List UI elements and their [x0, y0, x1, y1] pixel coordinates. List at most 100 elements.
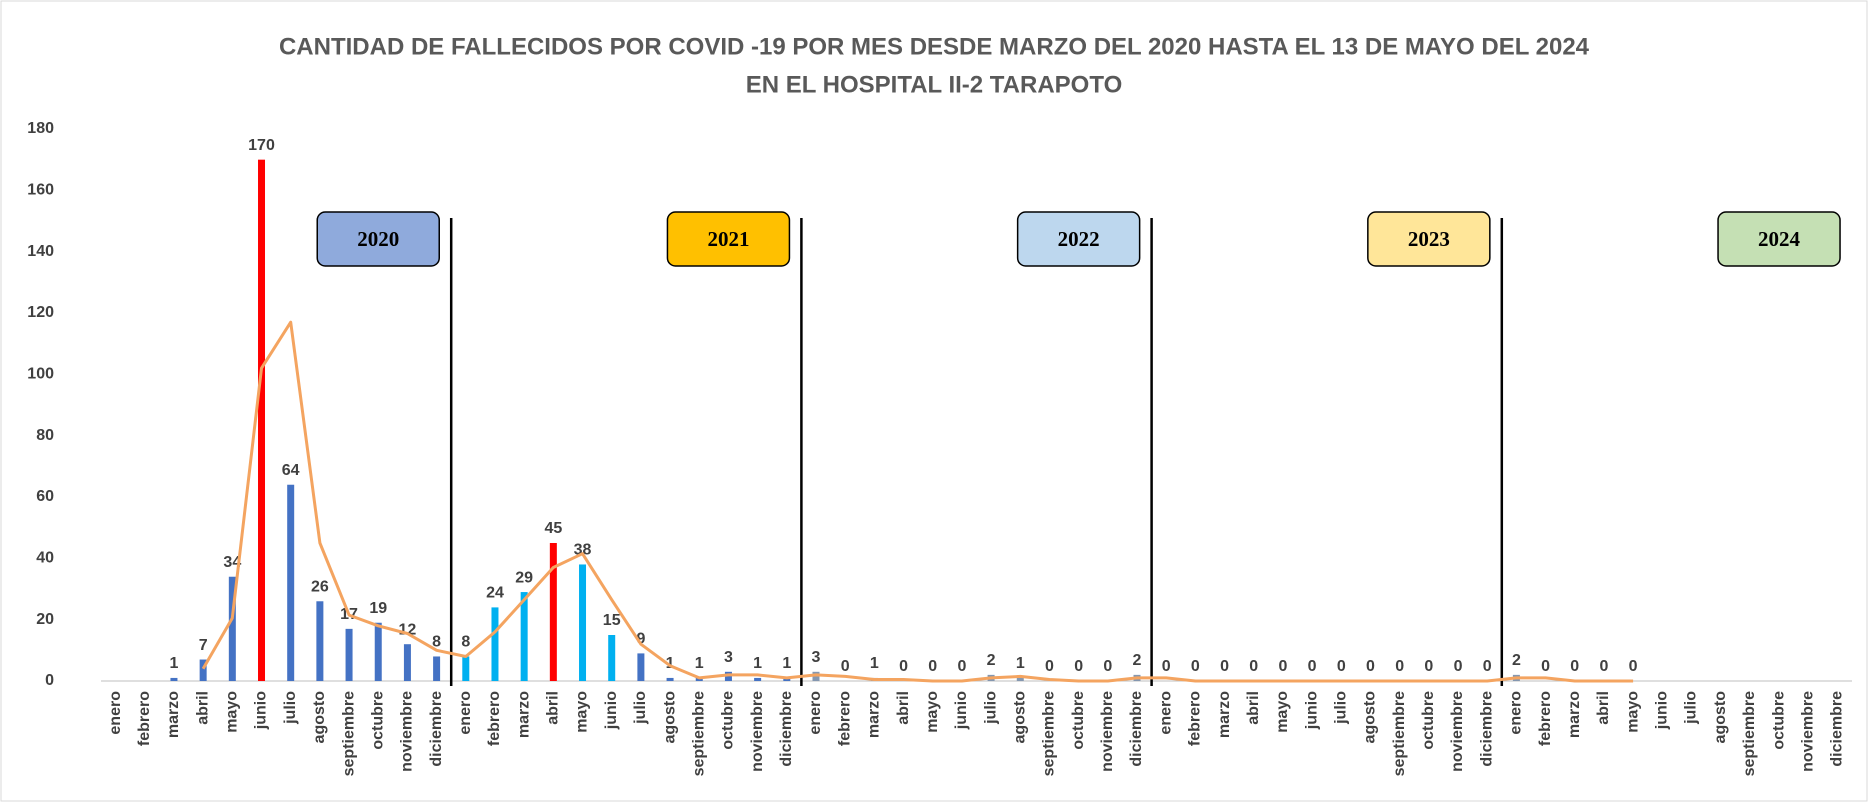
x-tick-label: mayo [924, 691, 941, 733]
data-label: 0 [841, 658, 850, 675]
x-tick-label: febrero [486, 691, 503, 746]
data-label: 1 [782, 655, 791, 672]
x-tick-label: mayo [224, 691, 241, 733]
x-tick-label: agosto [311, 691, 328, 744]
bar [695, 677, 703, 681]
x-tick-label: septiembre [690, 691, 707, 776]
data-label: 0 [1278, 658, 1287, 675]
x-tick-label: julio [1333, 691, 1350, 725]
bar [491, 607, 499, 681]
data-label: 3 [724, 649, 733, 666]
year-label: 2022 [1058, 227, 1100, 251]
y-tick-label: 100 [27, 366, 54, 383]
x-tick-label: julio [632, 691, 649, 725]
x-tick-label: febrero [136, 691, 153, 746]
y-tick-label: 40 [36, 550, 54, 567]
y-tick-label: 180 [27, 120, 54, 137]
x-tick-label: marzo [866, 691, 883, 738]
x-tick-label: agosto [1011, 691, 1028, 744]
data-label: 8 [461, 634, 470, 651]
data-label: 1 [870, 655, 879, 672]
bar [403, 644, 411, 681]
data-label: 45 [544, 520, 562, 537]
x-tick-label: febrero [1537, 691, 1554, 746]
data-label: 29 [515, 569, 533, 586]
data-label: 0 [1629, 658, 1638, 675]
year-box [316, 211, 440, 267]
x-tick-label: abril [1245, 691, 1262, 725]
x-tick-label: noviembre [1799, 691, 1816, 772]
y-tick-label: 80 [36, 427, 54, 444]
x-tick-label: diciembre [428, 691, 445, 767]
x-tick-label: octubre [1770, 691, 1787, 750]
bar [462, 656, 470, 681]
data-label: 1 [695, 655, 704, 672]
x-tick-label: marzo [515, 691, 532, 738]
data-label: 0 [1103, 658, 1112, 675]
y-tick-label: 0 [45, 672, 54, 689]
data-label: 0 [899, 658, 908, 675]
x-tick-label: noviembre [749, 691, 766, 772]
x-tick-label: diciembre [1478, 691, 1495, 767]
data-label: 24 [486, 585, 504, 602]
x-tick-label: junio [1654, 691, 1671, 730]
x-tick-label: marzo [165, 691, 182, 738]
x-tick-label: enero [1508, 691, 1525, 735]
year-label: 2024 [1758, 227, 1801, 251]
x-tick-label: enero [807, 691, 824, 735]
x-tick-label: mayo [574, 691, 591, 733]
bar [316, 601, 324, 681]
bar [549, 543, 557, 681]
year-label: 2023 [1408, 227, 1450, 251]
data-label: 0 [1337, 658, 1346, 675]
x-tick-label: septiembre [1741, 691, 1758, 776]
data-label: 0 [1454, 658, 1463, 675]
bar [666, 677, 674, 681]
bar [608, 635, 616, 681]
x-tick-label: marzo [1216, 691, 1233, 738]
x-tick-label: mayo [1274, 691, 1291, 733]
data-label: 0 [1045, 658, 1054, 675]
data-label: 0 [1483, 658, 1492, 675]
x-tick-label: noviembre [1449, 691, 1466, 772]
bar [287, 484, 295, 681]
data-label: 2 [1512, 652, 1521, 669]
bar [579, 564, 587, 681]
data-label: 0 [1395, 658, 1404, 675]
chart-title: EN EL HOSPITAL II-2 TARAPOTO [746, 71, 1123, 98]
data-label: 7 [199, 637, 208, 654]
x-tick-label: enero [107, 691, 124, 735]
x-tick-label: agosto [1712, 691, 1729, 744]
x-tick-label: abril [194, 691, 211, 725]
y-tick-label: 20 [36, 611, 54, 628]
data-label: 1 [1016, 655, 1025, 672]
bar [1016, 677, 1024, 681]
data-label: 8 [432, 634, 441, 651]
x-tick-label: octubre [369, 691, 386, 750]
year-box [1717, 211, 1841, 267]
y-tick-label: 120 [27, 304, 54, 321]
x-tick-label: febrero [1187, 691, 1204, 746]
bar [783, 677, 791, 681]
x-tick-label: enero [1157, 691, 1174, 735]
x-tick-label: marzo [1566, 691, 1583, 738]
x-tick-label: octubre [720, 691, 737, 750]
data-label: 2 [987, 652, 996, 669]
y-tick-label: 60 [36, 488, 54, 505]
data-label: 2 [1133, 652, 1142, 669]
x-tick-label: octubre [1420, 691, 1437, 750]
data-label: 0 [1162, 658, 1171, 675]
data-label: 0 [1191, 658, 1200, 675]
bar [258, 159, 266, 681]
data-label: 0 [1541, 658, 1550, 675]
x-tick-label: septiembre [1391, 691, 1408, 776]
x-tick-label: noviembre [399, 691, 416, 772]
x-tick-label: agosto [661, 691, 678, 744]
data-label: 1 [753, 655, 762, 672]
y-tick-label: 140 [27, 243, 54, 260]
data-label: 12 [399, 621, 417, 638]
x-tick-label: junio [253, 691, 270, 730]
data-label: 64 [282, 462, 300, 479]
data-label: 170 [248, 137, 275, 154]
